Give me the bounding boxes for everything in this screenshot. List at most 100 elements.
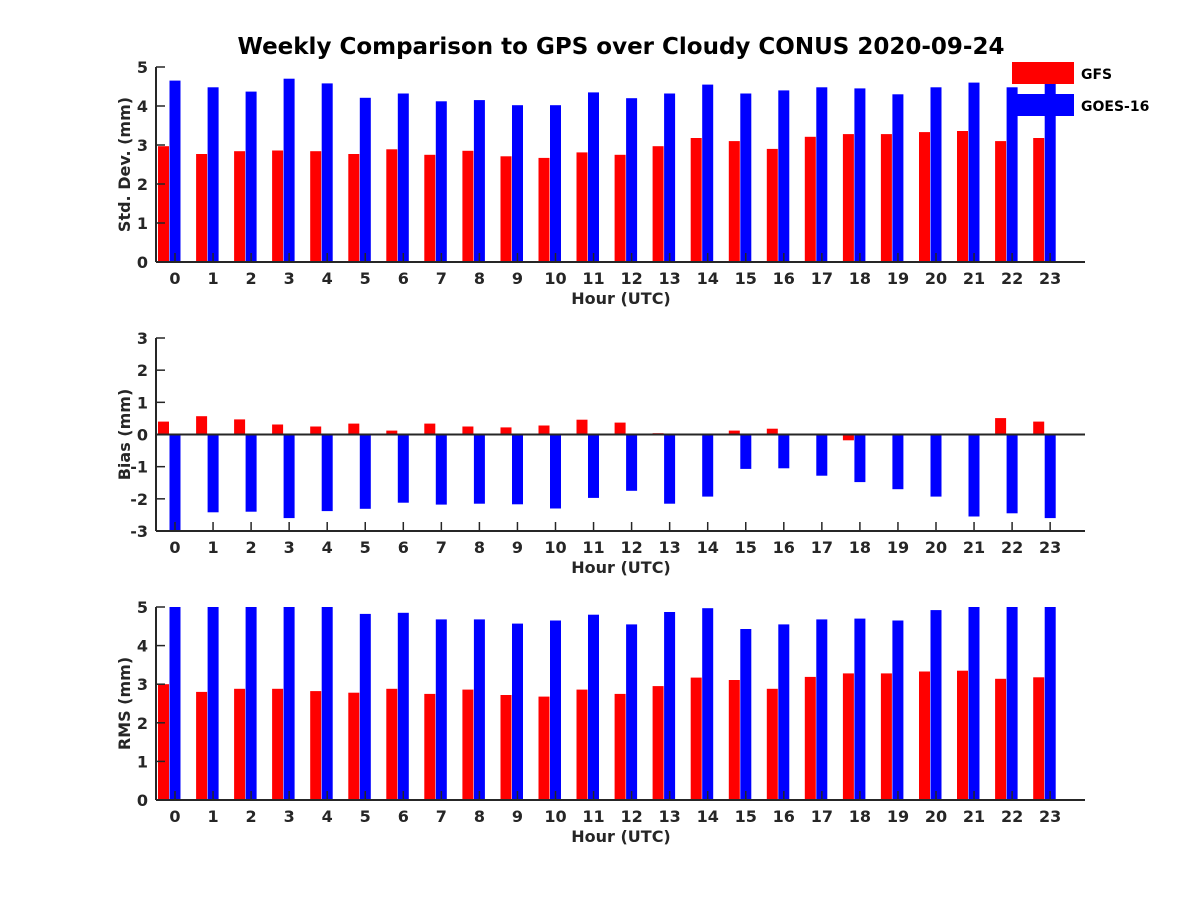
x-tick-label: 5: [360, 807, 371, 826]
y-tick-label: -1: [130, 458, 148, 477]
x-tick-label: 1: [207, 807, 218, 826]
bar-gfs-hour-10: [538, 157, 550, 262]
x-tick-label: 6: [398, 807, 409, 826]
bar-gfs-hour-2: [234, 151, 246, 262]
bar-gfs-hour-7: [424, 693, 436, 800]
y-tick-label: 3: [137, 675, 148, 694]
x-tick-label: 15: [735, 538, 757, 557]
bar-gfs-hour-19: [880, 134, 892, 262]
x-tick-label: 9: [512, 538, 523, 557]
bar-goes16-hour-21: [968, 434, 980, 517]
bar-goes16-hour-10: [550, 434, 561, 509]
bar-gfs-hour-21: [957, 131, 968, 262]
x-axis-label: Hour (UTC): [571, 827, 671, 846]
bar-gfs-hour-10: [538, 696, 550, 800]
bar-gfs-hour-23: [1033, 138, 1045, 262]
bar-gfs-hour-19: [880, 673, 892, 800]
x-tick-label: 12: [620, 807, 642, 826]
bar-goes16-hour-0: [169, 80, 181, 262]
x-tick-label: 18: [849, 269, 871, 288]
x-tick-label: 18: [849, 538, 871, 557]
bar-gfs-hour-9: [500, 427, 512, 435]
bar-goes16-hour-2: [245, 91, 257, 262]
x-tick-label: 2: [246, 269, 257, 288]
bar-gfs-hour-7: [424, 423, 436, 435]
bar-goes16-hour-8: [473, 434, 485, 504]
y-tick-label: 1: [137, 393, 148, 412]
x-tick-label: 7: [436, 269, 447, 288]
x-tick-label: 0: [169, 807, 180, 826]
bar-goes16-hour-0: [169, 607, 181, 800]
bar-gfs-hour-15: [728, 680, 740, 800]
bar-gfs-hour-14: [690, 677, 702, 800]
x-tick-label: 20: [925, 269, 947, 288]
x-tick-label: 9: [512, 269, 523, 288]
bar-goes16-hour-17: [816, 619, 828, 800]
bar-gfs-hour-11: [576, 419, 588, 435]
x-tick-label: 20: [925, 538, 947, 557]
bar-goes16-hour-21: [968, 82, 980, 262]
bar-gfs-hour-21: [957, 670, 968, 800]
bar-goes16-hour-18: [854, 434, 866, 483]
bar-gfs-hour-23: [1033, 677, 1045, 800]
y-tick-label: 0: [137, 426, 148, 445]
x-tick-label: 9: [512, 807, 523, 826]
bar-goes16-hour-19: [892, 94, 904, 262]
x-tick-label: 1: [207, 269, 218, 288]
x-tick-label: 5: [360, 269, 371, 288]
bar-goes16-hour-8: [473, 619, 485, 800]
x-tick-label: 23: [1039, 538, 1061, 557]
x-tick-label: 22: [1001, 538, 1023, 557]
bar-goes16-hour-11: [588, 92, 599, 263]
bar-goes16-hour-8: [473, 100, 485, 262]
x-tick-label: 22: [1001, 807, 1023, 826]
x-tick-label: 12: [620, 538, 642, 557]
bar-goes16-hour-16: [778, 434, 790, 469]
bar-gfs-hour-9: [500, 156, 512, 262]
bar-gfs-hour-13: [652, 146, 664, 262]
x-tick-label: 0: [169, 269, 180, 288]
bar-goes16-hour-9: [512, 105, 523, 262]
x-tick-label: 1: [207, 538, 218, 557]
y-tick-label: 5: [137, 598, 148, 617]
x-tick-label: 23: [1039, 269, 1061, 288]
y-tick-label: 1: [137, 214, 148, 233]
bar-goes16-hour-4: [321, 607, 333, 800]
bar-goes16-hour-1: [207, 434, 219, 513]
bar-gfs-hour-22: [995, 418, 1007, 435]
x-tick-label: 22: [1001, 269, 1023, 288]
x-tick-label: 13: [659, 538, 681, 557]
bar-gfs-hour-18: [842, 134, 854, 262]
x-tick-label: 17: [811, 538, 833, 557]
bar-goes16-hour-16: [778, 624, 790, 800]
bar-goes16-hour-6: [397, 434, 409, 503]
x-tick-label: 7: [436, 538, 447, 557]
x-tick-label: 21: [963, 807, 985, 826]
bar-gfs-hour-15: [728, 141, 740, 262]
bar-goes16-hour-9: [512, 434, 523, 505]
bar-goes16-hour-23: [1044, 434, 1056, 519]
bar-gfs-hour-5: [348, 423, 360, 435]
bar-gfs-hour-7: [424, 154, 436, 263]
bar-gfs-hour-1: [196, 416, 208, 435]
x-tick-label: 14: [697, 807, 719, 826]
y-tick-label: 5: [137, 58, 148, 77]
bar-gfs-hour-18: [842, 434, 854, 441]
bar-goes16-hour-12: [626, 98, 638, 262]
y-tick-label: 2: [137, 361, 148, 380]
bar-goes16-hour-2: [245, 607, 257, 800]
bar-gfs-hour-16: [766, 688, 778, 800]
x-tick-label: 4: [322, 807, 333, 826]
bar-gfs-hour-1: [196, 691, 208, 800]
bar-goes16-hour-11: [588, 434, 599, 498]
bar-goes16-hour-2: [245, 434, 257, 512]
x-tick-label: 4: [322, 538, 333, 557]
bar-gfs-hour-11: [576, 689, 588, 800]
x-tick-label: 2: [246, 807, 257, 826]
y-axis-label: Bias (mm): [115, 389, 134, 481]
bar-goes16-hour-10: [550, 620, 561, 800]
